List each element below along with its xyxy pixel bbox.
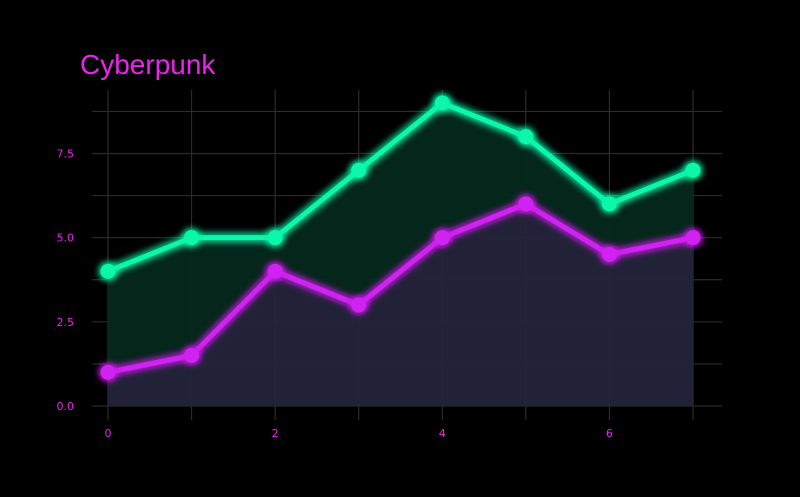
- series-line-magenta: [105, 201, 696, 375]
- data-point-green: [351, 162, 367, 178]
- data-point-green: [685, 162, 701, 178]
- data-point-green: [601, 196, 617, 212]
- area-fill-magenta: [108, 204, 693, 406]
- area-layer: [108, 103, 693, 406]
- line-layer: [105, 100, 696, 375]
- y-tick-label: 7.5: [57, 148, 75, 161]
- data-point-magenta: [184, 348, 200, 363]
- x-tick-label: 2: [272, 427, 279, 440]
- data-point-green: [100, 263, 116, 279]
- data-point-green: [518, 129, 534, 145]
- tick-layer: 0 2 4 6 0.0 2.5 5.0 7.5: [57, 148, 613, 441]
- x-tick-label: 0: [105, 427, 112, 440]
- data-point-magenta: [434, 230, 450, 246]
- x-tick-label: 4: [439, 427, 446, 440]
- x-tick-label: 6: [606, 427, 613, 440]
- data-point-magenta: [100, 364, 116, 380]
- data-point-green: [434, 95, 450, 111]
- series-line-green: [105, 100, 696, 274]
- data-point-green: [267, 230, 283, 246]
- y-tick-label: 5.0: [57, 232, 75, 245]
- chart-title: Cyberpunk: [80, 49, 216, 80]
- area-fill-green: [108, 103, 693, 373]
- data-point-magenta: [518, 196, 534, 212]
- data-point-magenta: [601, 247, 617, 262]
- data-point-green: [184, 230, 200, 246]
- y-tick-label: 2.5: [57, 316, 75, 329]
- point-layer: [100, 95, 701, 380]
- y-tick-label: 0.0: [57, 400, 75, 413]
- data-point-magenta: [351, 297, 367, 313]
- data-point-magenta: [685, 230, 701, 246]
- data-point-magenta: [267, 263, 283, 279]
